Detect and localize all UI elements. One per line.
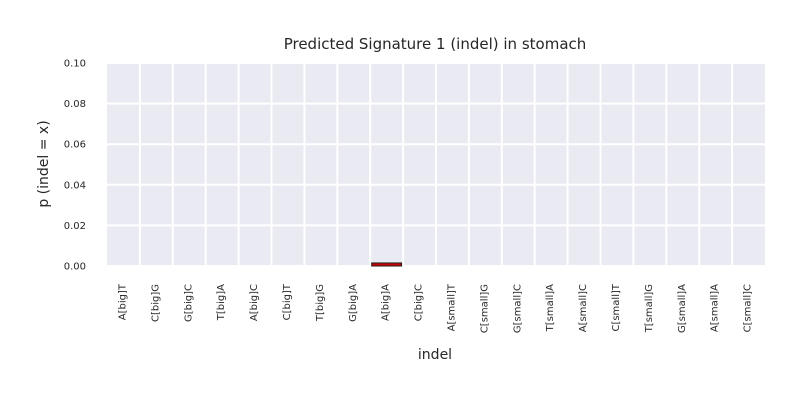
bar-A[big]A [371,262,403,267]
x-tick-label: C[big]T [282,283,293,320]
x-tick-label: T[big]A [216,284,227,321]
y-axis-label: p (indel = x) [36,120,52,207]
x-tick-label: T[small]A [545,284,556,333]
x-tick-label: G[big]C [183,284,194,322]
x-tick-label: G[big]A [348,284,359,322]
x-tick-label: A[big]A [381,284,392,321]
y-tick-label: 0.02 [64,221,86,232]
x-tick-label: A[big]C [249,284,260,321]
y-tick-label: 0.10 [64,59,86,70]
bars [371,262,403,267]
y-tick-label: 0.06 [64,140,86,151]
x-tick-label: C[small]C [743,284,754,332]
grid [107,62,765,267]
x-axis-ticks: A[big]T C[big]G G[big]C T[big]A A[big]C C[big… [117,283,753,333]
x-tick-label: C[small]T [611,283,622,331]
x-tick-label: A[small]A [710,284,721,332]
y-tick-label: 0.00 [64,262,86,273]
y-axis-ticks: 0.00 0.02 0.04 0.06 0.08 0.10 [64,59,86,273]
x-tick-label: A[small]C [578,284,589,332]
x-tick-label: A[big]T [117,283,128,320]
x-axis-label: indel [418,347,452,363]
y-tick-label: 0.08 [64,99,86,110]
x-tick-label: T[small]G [644,284,655,333]
x-tick-label: C[small]G [479,284,490,333]
x-tick-label: C[big]C [414,284,425,321]
x-tick-label: G[small]A [677,284,688,333]
x-tick-label: A[small]T [446,283,457,331]
x-tick-label: C[big]G [150,284,161,322]
chart-title: Predicted Signature 1 (indel) in stomach [284,35,587,53]
y-tick-label: 0.04 [64,180,86,191]
x-tick-label: G[small]C [512,284,523,333]
x-tick-label: T[big]G [315,284,326,322]
